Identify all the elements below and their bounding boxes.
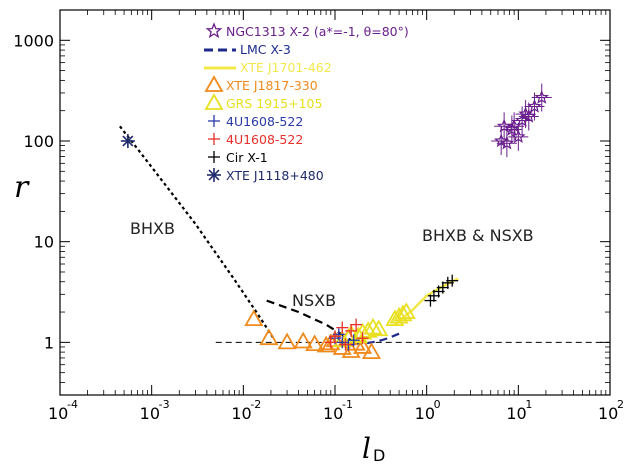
x-tick-exponent: -2: [250, 398, 261, 411]
point-xte-j1817-330-0: [244, 309, 264, 327]
point-xte-j1817-330-4: [305, 334, 325, 352]
point-cir-x-1-3: [436, 281, 449, 294]
point-ngc1313-x-2-1: [496, 129, 517, 158]
point-4u1608-522-red-5: [356, 332, 369, 345]
x-tick-exponent: -1: [342, 398, 353, 411]
annotation-bhxb-nsxb: BHXB & NSXB: [422, 226, 534, 245]
legend-item-8-swatch-arm: [208, 169, 220, 181]
y-tick-label: 1000: [13, 31, 54, 50]
x-tick-label: 10: [415, 404, 435, 423]
point-ngc1313-x-2-9: [531, 83, 552, 112]
x-tick-label: 10: [231, 404, 251, 423]
x-tick-label: 10: [140, 404, 160, 423]
point-4u1608-522-red-6: [324, 336, 337, 349]
point-4u1608-522-red-3: [339, 338, 352, 351]
point-4u1608-522-red-0: [336, 321, 349, 334]
annotation-bhxb: BHXB: [130, 219, 175, 238]
point-xte-j1817-330-10: [353, 337, 373, 354]
legend-item-6-swatch: [208, 133, 220, 145]
x-tick-exponent: 1: [525, 398, 532, 411]
x-tick-exponent: -4: [67, 398, 78, 411]
point-ngc1313-x-2-8-glyph: [527, 98, 542, 113]
axes: [59, 9, 611, 396]
legend-item-1-label: LMC X-3: [240, 42, 291, 57]
legend-item-8-swatch: [207, 168, 221, 182]
y-tick-label: 100: [23, 132, 54, 151]
point-4u1608-522-red-4: [350, 318, 363, 331]
x-tick-exponent: 2: [617, 398, 624, 411]
legend-item-2-label: XTE J1701-462: [240, 60, 332, 75]
legend-item-6-label: 4U1608-522: [226, 132, 303, 147]
point-ngc1313-x-2-10-glyph: [506, 118, 522, 133]
x-tick-label: 10: [323, 404, 343, 423]
y-tick-label: 10: [34, 233, 54, 252]
point-grs-1915-105-4: [358, 321, 378, 338]
legend-item-7-label: Cir X-1: [226, 150, 268, 165]
legend-item-5-swatch: [208, 115, 220, 127]
point-grs-1915-105-5: [363, 317, 383, 335]
y-tick-labels: 1 10 100 1000: [13, 31, 54, 352]
series-markers: [120, 83, 552, 360]
point-grs-1915-105-6: [369, 319, 389, 337]
annotation-nsxb: NSXB: [292, 291, 336, 310]
point-4u1608-522-blue-4: [347, 334, 360, 347]
legend-item-8-label: XTE J1118+480: [226, 168, 324, 183]
legend-item-7-swatch: [208, 151, 220, 163]
x-axis-label-subscript: D: [373, 446, 385, 465]
x-tick-labels: 10-4 10-3 10-2 10-1 100 101 102: [48, 398, 624, 423]
point-xte-j1118-480-0-arm: [122, 135, 134, 147]
point-4u1608-522-red-2: [329, 330, 341, 343]
point-xte-j1817-330-2: [277, 332, 297, 350]
point-ngc1313-x-2-9-glyph: [534, 89, 549, 104]
legend-item-0-star: [205, 22, 223, 39]
x-tick-exponent: -3: [159, 398, 170, 411]
legend-item-3-label: XTE J1817-330: [226, 78, 318, 93]
point-ngc1313-x-2-1-glyph: [499, 135, 515, 150]
point-grs-1915-105-8: [389, 306, 409, 324]
point-xte-j1817-330-1: [259, 328, 279, 346]
legend-item-0-label: NGC1313 X-2 (a*=-1, θ=80°): [226, 24, 409, 39]
point-xte-j1817-330-11: [361, 342, 382, 360]
point-4u1608-522-blue-1: [336, 336, 349, 349]
point-cir-x-1-5: [446, 274, 459, 287]
legend-item-5-label: 4U1608-522: [226, 114, 303, 129]
x-axis-label: l: [362, 432, 371, 465]
y-axis-label: r: [14, 170, 30, 205]
point-grs-1915-105-10: [396, 302, 416, 319]
legend-item-3-swatch: [204, 75, 224, 92]
y-tick-label: 1: [44, 333, 54, 352]
point-xte-j1118-480-0: [120, 133, 135, 148]
x-tick-label: 10: [506, 404, 526, 423]
legend-item-4-label: GRS 1915+105: [226, 96, 322, 111]
x-tick-label: 10: [48, 404, 68, 423]
series-line-bhxb-track: [119, 125, 276, 341]
x-tick-exponent: 0: [434, 398, 441, 411]
point-xte-j1817-330-5: [316, 335, 336, 353]
point-ngc1313-x-2-7-glyph: [521, 108, 537, 123]
x-tick-label: 10: [598, 404, 618, 423]
point-ngc1313-x-2-7: [518, 102, 539, 131]
legend-item-4-swatch: [204, 93, 224, 110]
point-grs-1915-105-9: [393, 304, 413, 322]
point-xte-j1817-330-3: [293, 331, 313, 349]
point-ngc1313-x-2-10: [504, 112, 525, 141]
legend: NGC1313 X-2 (a*=-1, θ=80°) LMC X-3 XTE J17…: [204, 22, 409, 183]
point-4u1608-522-red-1: [345, 324, 358, 337]
